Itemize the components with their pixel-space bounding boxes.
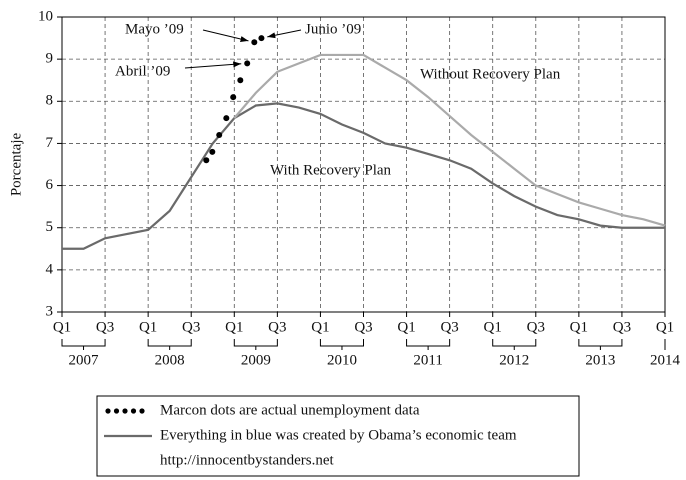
y-tick-label: 10: [38, 8, 53, 24]
x-tick-label: Q1: [570, 319, 588, 335]
data-dot: [203, 157, 210, 164]
legend-box: [96, 395, 580, 477]
data-dot: [251, 39, 258, 46]
year-bracket: [233, 339, 278, 350]
annotation-arrow: [267, 29, 302, 39]
y-tick-label: 3: [46, 303, 54, 319]
x-tick-label: Q3: [96, 319, 114, 335]
year-bracket: [406, 339, 451, 350]
year-label: 2010: [327, 352, 357, 368]
year-bracket: [319, 339, 364, 350]
data-dot: [223, 115, 230, 122]
legend-label: Marcon dots are actual unemployment data: [160, 402, 420, 418]
x-tick-label: Q1: [656, 319, 674, 335]
year-bracket: [578, 339, 623, 350]
y-tick-label: 5: [46, 219, 54, 235]
year-label: 2009: [241, 352, 271, 368]
annotation: Mayo ’09: [125, 21, 184, 37]
data-dot: [244, 60, 251, 67]
year-label: 2011: [413, 352, 442, 368]
source: http://innocentbystanders.net: [160, 452, 335, 468]
annotation-arrow: [184, 61, 242, 69]
x-tick-label: Q1: [53, 319, 71, 335]
x-tick-label: Q1: [225, 319, 243, 335]
legend-dot: [122, 408, 128, 414]
year-bracket: [492, 339, 537, 350]
y-tick-label: 8: [46, 93, 54, 109]
legend-label: Everything in blue was created by Obama’…: [160, 427, 517, 443]
legend-dot: [105, 408, 111, 414]
legend-dot: [139, 408, 145, 414]
legend-dot: [113, 408, 120, 414]
x-tick-label: Q3: [354, 319, 372, 335]
x-tick-label: Q1: [311, 319, 329, 335]
x-tick-label: Q3: [182, 319, 200, 335]
x-tick-label: Q3: [613, 319, 631, 335]
data-dot: [216, 132, 223, 138]
annotation-arrow: [202, 29, 249, 42]
year-label: 2013: [585, 352, 615, 368]
annotation: Junio ’09: [305, 21, 361, 37]
year-label: 2007: [69, 352, 100, 368]
y-tick-label: 6: [46, 177, 54, 193]
legend-dot: [130, 408, 137, 414]
data-dot: [209, 148, 216, 155]
year-label: 2008: [155, 352, 185, 368]
series-line: [233, 53, 666, 227]
x-tick-label: Q3: [527, 319, 545, 335]
y-tick-label: 4: [46, 261, 54, 277]
year-label: 2014: [650, 352, 681, 368]
year-label: 2012: [499, 352, 529, 368]
series-label: Without Recovery Plan: [420, 66, 561, 82]
year-bracket: [61, 339, 106, 350]
plot-frame: [61, 16, 666, 313]
y-axis-label: Porcentaje: [8, 133, 24, 197]
data-dot: [237, 77, 244, 84]
x-tick-label: Q3: [268, 319, 286, 335]
annotation: Abril ’09: [115, 63, 170, 79]
series-line: [62, 102, 665, 250]
y-tick-label: 7: [46, 135, 54, 151]
series-label: With Recovery Plan: [270, 162, 392, 178]
x-tick-label: Q1: [397, 319, 415, 335]
x-tick-label: Q3: [440, 319, 458, 335]
year-bracket: [147, 339, 192, 350]
data-dot: [230, 94, 237, 101]
y-tick-label: 9: [46, 51, 54, 67]
data-dot: [258, 35, 265, 42]
x-tick-label: Q1: [484, 319, 502, 335]
x-tick-label: Q1: [139, 319, 157, 335]
